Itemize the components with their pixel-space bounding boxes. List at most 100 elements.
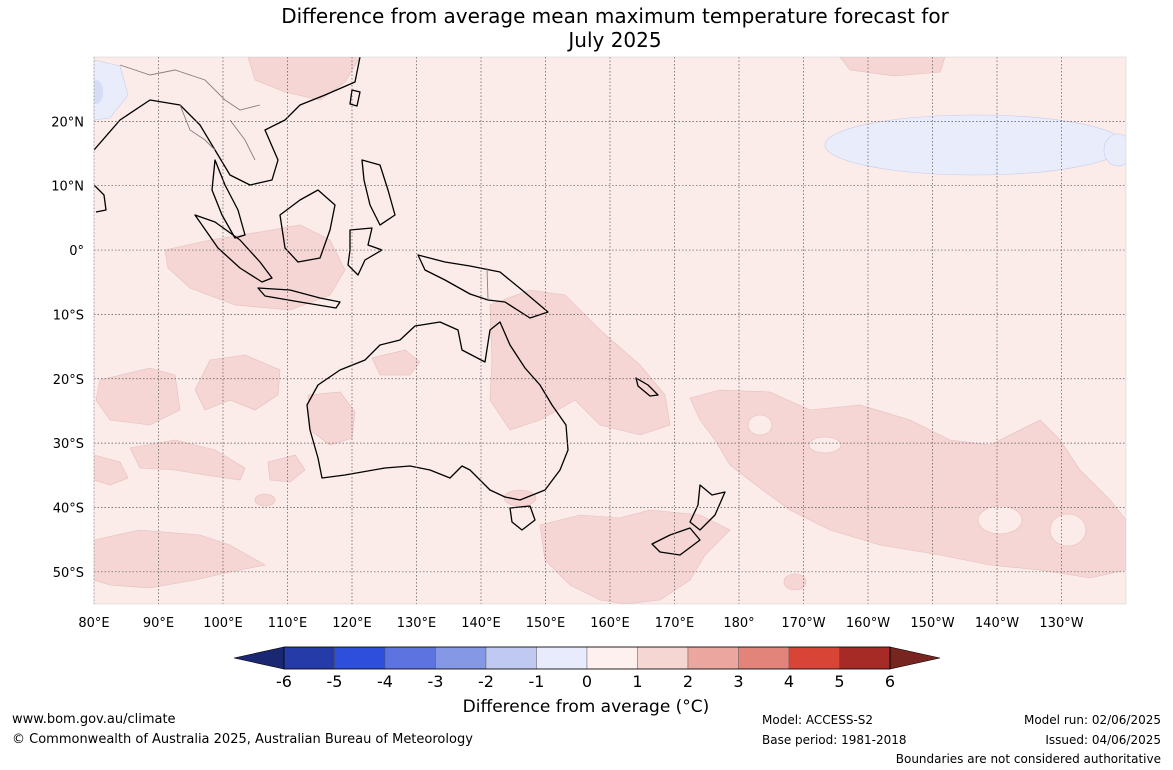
colorbar-tick-label: -4 [377, 672, 393, 691]
lon-tick-label: 130°E [397, 616, 437, 631]
coastline-borneo [279, 189, 336, 263]
warm-region-tasman-south [539, 509, 731, 604]
colorbar-tick-label: 3 [733, 672, 743, 691]
footer-website: www.bom.gov.au/climate [12, 712, 176, 727]
coastline-indochina [94, 57, 361, 186]
warm-region-pacific-north [839, 57, 946, 77]
coastline-australia [306, 321, 569, 501]
warm-region-southern-indian [94, 529, 266, 589]
lon-tick-label: 160°E [590, 616, 630, 631]
colorbar-tick-label: 4 [784, 672, 794, 691]
lat-tick-label: 50°S [53, 566, 84, 581]
coastline-sulawesi [347, 227, 383, 276]
title-line-2: July 2025 [568, 28, 662, 52]
lat-tick-label: 20°S [53, 373, 84, 388]
colorbar-bin [839, 646, 891, 670]
lat-tick-label: 10°N [51, 180, 84, 195]
lon-tick-label: 140°E [461, 616, 501, 631]
coastline-new-zealand-south [651, 527, 701, 556]
cool-region-north-pacific [824, 114, 1126, 176]
warm-region-maritime [164, 224, 346, 311]
map-frame [93, 56, 1127, 605]
footer-issued: Issued: 04/06/2025 [1045, 733, 1161, 747]
lat-tick-label: 30°S [53, 437, 84, 452]
coastline-philippines [361, 159, 396, 226]
footer-model-run: Model run: 02/06/2025 [1023, 713, 1161, 727]
colorbar-tick-label: -1 [529, 672, 545, 691]
warm-region-china [247, 57, 361, 101]
colorbar-bin [687, 646, 739, 670]
lon-tick-label: 170°W [781, 616, 825, 631]
lon-tick-label: 130°W [1039, 616, 1083, 631]
lat-tick-label: 40°S [53, 501, 84, 516]
colorbar-bin [435, 646, 487, 670]
coastline-india-tip [94, 184, 107, 213]
lat-tick-label: 20°N [51, 115, 84, 130]
coastline-malaysia [211, 159, 246, 239]
chart-title: Difference from average mean maximum tem… [0, 4, 1173, 52]
colorbar-tick-label: 2 [683, 672, 693, 691]
country-borders [119, 64, 489, 301]
footer-disclaimer: Boundaries are not considered authoritat… [895, 752, 1161, 766]
warm-region-small-3 [503, 489, 537, 507]
warm-region-indian-ocean-1 [95, 367, 181, 426]
warm-hole-pacific-4 [1049, 513, 1087, 547]
colorbar-bin [788, 646, 840, 670]
colorbar-bin [485, 646, 537, 670]
warm-hole-pacific-2 [808, 436, 842, 454]
cool-region-india [94, 59, 129, 121]
lon-tick-label: 170°E [655, 616, 695, 631]
coastline-new-guinea [417, 254, 549, 319]
warm-hole-pacific-1 [747, 414, 773, 436]
warm-region-coral-sea [489, 289, 671, 436]
footer-copyright: © Commonwealth of Australia 2025, Austra… [12, 732, 473, 747]
warm-region-nw-australia [371, 349, 421, 376]
colorbar-bin [283, 646, 335, 670]
colorbar-bin [637, 646, 689, 670]
lat-tick-label: 0° [69, 244, 84, 259]
graticule [93, 57, 1126, 604]
colorbar-bin [384, 646, 436, 670]
colorbar-tick-label: -5 [327, 672, 343, 691]
warm-hole-pacific-3 [977, 505, 1023, 535]
coastline-java [257, 287, 341, 309]
warm-region-indian-ocean-4 [267, 454, 306, 483]
colorbar-bin [536, 646, 588, 670]
colorbar-tick-label: -3 [428, 672, 444, 691]
lon-tick-label: 150°W [910, 616, 954, 631]
title-line-1: Difference from average mean maximum tem… [281, 4, 949, 28]
colorbar-extend-high [889, 646, 941, 670]
lon-tick-label: 140°W [975, 616, 1019, 631]
lon-tick-label: 120°E [332, 616, 372, 631]
coastline-tasmania [509, 505, 536, 531]
colorbar-tick-label: 1 [632, 672, 642, 691]
colorbar-tick-label: -2 [478, 672, 494, 691]
coastlines [94, 57, 726, 556]
cool-core-india [94, 80, 103, 104]
longitude-labels: 80°E 90°E 100°E 110°E 120°E 130°E 140°E 150°E 16… [78, 616, 1083, 631]
colorbar-tick-label: -6 [276, 672, 292, 691]
colorbar: -6 -5 -4 -3 -2 -1 0 1 2 3 4 5 6 [233, 646, 941, 691]
footer-base-period: Base period: 1981-2018 [762, 733, 907, 747]
cool-region-far-east [1103, 133, 1126, 167]
latitude-labels: 20°N 10°N 0° 10°S 20°S 30°S 40°S 50°S [51, 115, 84, 580]
coastline-taiwan [349, 89, 361, 107]
warm-region-indian-ocean-2 [194, 354, 281, 411]
lon-tick-label: 150°E [526, 616, 566, 631]
lon-tick-label: 180° [723, 616, 754, 631]
lon-tick-label: 80°E [78, 616, 109, 631]
warm-region-small-1 [783, 573, 807, 591]
colorbar-tick-label: 0 [582, 672, 592, 691]
warm-region-west-edge [94, 454, 129, 486]
colorbar-extend-low [233, 646, 285, 670]
lon-tick-label: 90°E [143, 616, 174, 631]
coastline-new-caledonia [635, 377, 659, 397]
anomaly-regions [94, 57, 1126, 604]
forecast-map: 80°E 90°E 100°E 110°E 120°E 130°E 140°E 150°E 16… [51, 56, 1127, 691]
footer-model: Model: ACCESS-S2 [762, 713, 874, 727]
colorbar-bin [738, 646, 790, 670]
colorbar-tick-label: 6 [885, 672, 895, 691]
lon-tick-label: 160°W [846, 616, 890, 631]
colorbar-bin [586, 646, 638, 670]
lon-tick-label: 100°E [203, 616, 243, 631]
